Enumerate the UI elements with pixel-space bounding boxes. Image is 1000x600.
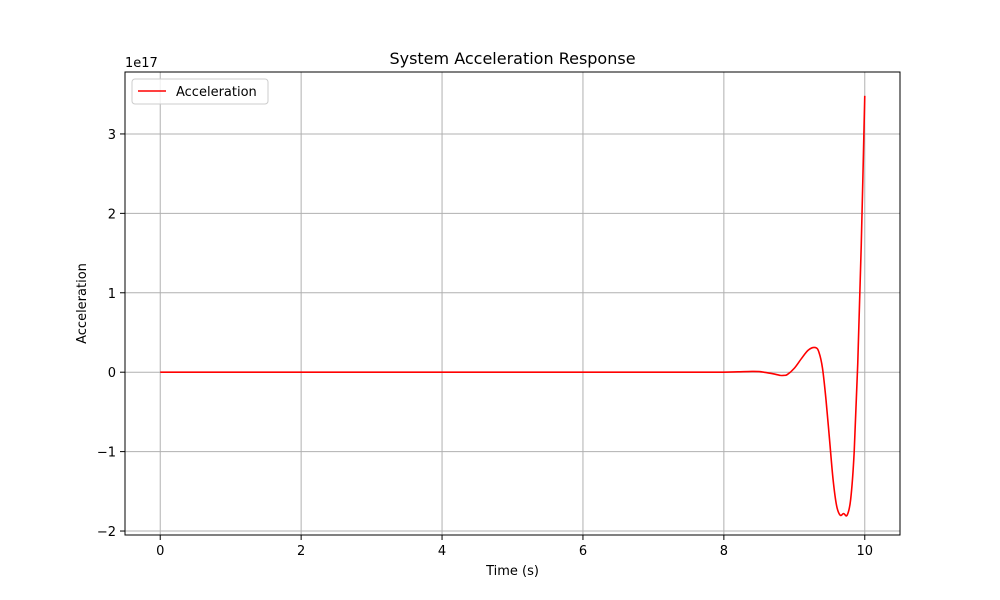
y-axis-ticks: −2 −1 0 1 2 3: [97, 128, 125, 540]
y-tick-label: 2: [108, 207, 116, 222]
y-tick-label: −1: [97, 446, 116, 461]
y-axis-offset-label: 1e17: [125, 56, 158, 71]
legend: Acceleration: [131, 78, 269, 105]
x-tick-label: 10: [856, 544, 873, 559]
x-tick-label: 2: [297, 544, 305, 559]
legend-box: [131, 78, 269, 105]
y-axis-label: Acceleration: [75, 263, 90, 344]
series-layer: [160, 95, 866, 517]
legend-label-acceleration: Acceleration: [176, 85, 257, 100]
y-tick-label: 3: [108, 128, 116, 143]
x-axis-ticks: 0 2 4 6 8 10: [156, 535, 873, 559]
x-tick-label: 6: [579, 544, 587, 559]
chart-title: System Acceleration Response: [389, 49, 635, 68]
y-tick-label: 0: [108, 366, 116, 381]
x-tick-label: 0: [156, 544, 164, 559]
x-axis-label: Time (s): [485, 564, 539, 579]
x-tick-label: 4: [438, 544, 446, 559]
x-tick-label: 8: [720, 544, 728, 559]
y-tick-label: −2: [97, 525, 116, 540]
series-line-acceleration: [160, 95, 866, 517]
y-tick-label: 1: [108, 287, 116, 302]
plot-frame: [124, 71, 901, 536]
